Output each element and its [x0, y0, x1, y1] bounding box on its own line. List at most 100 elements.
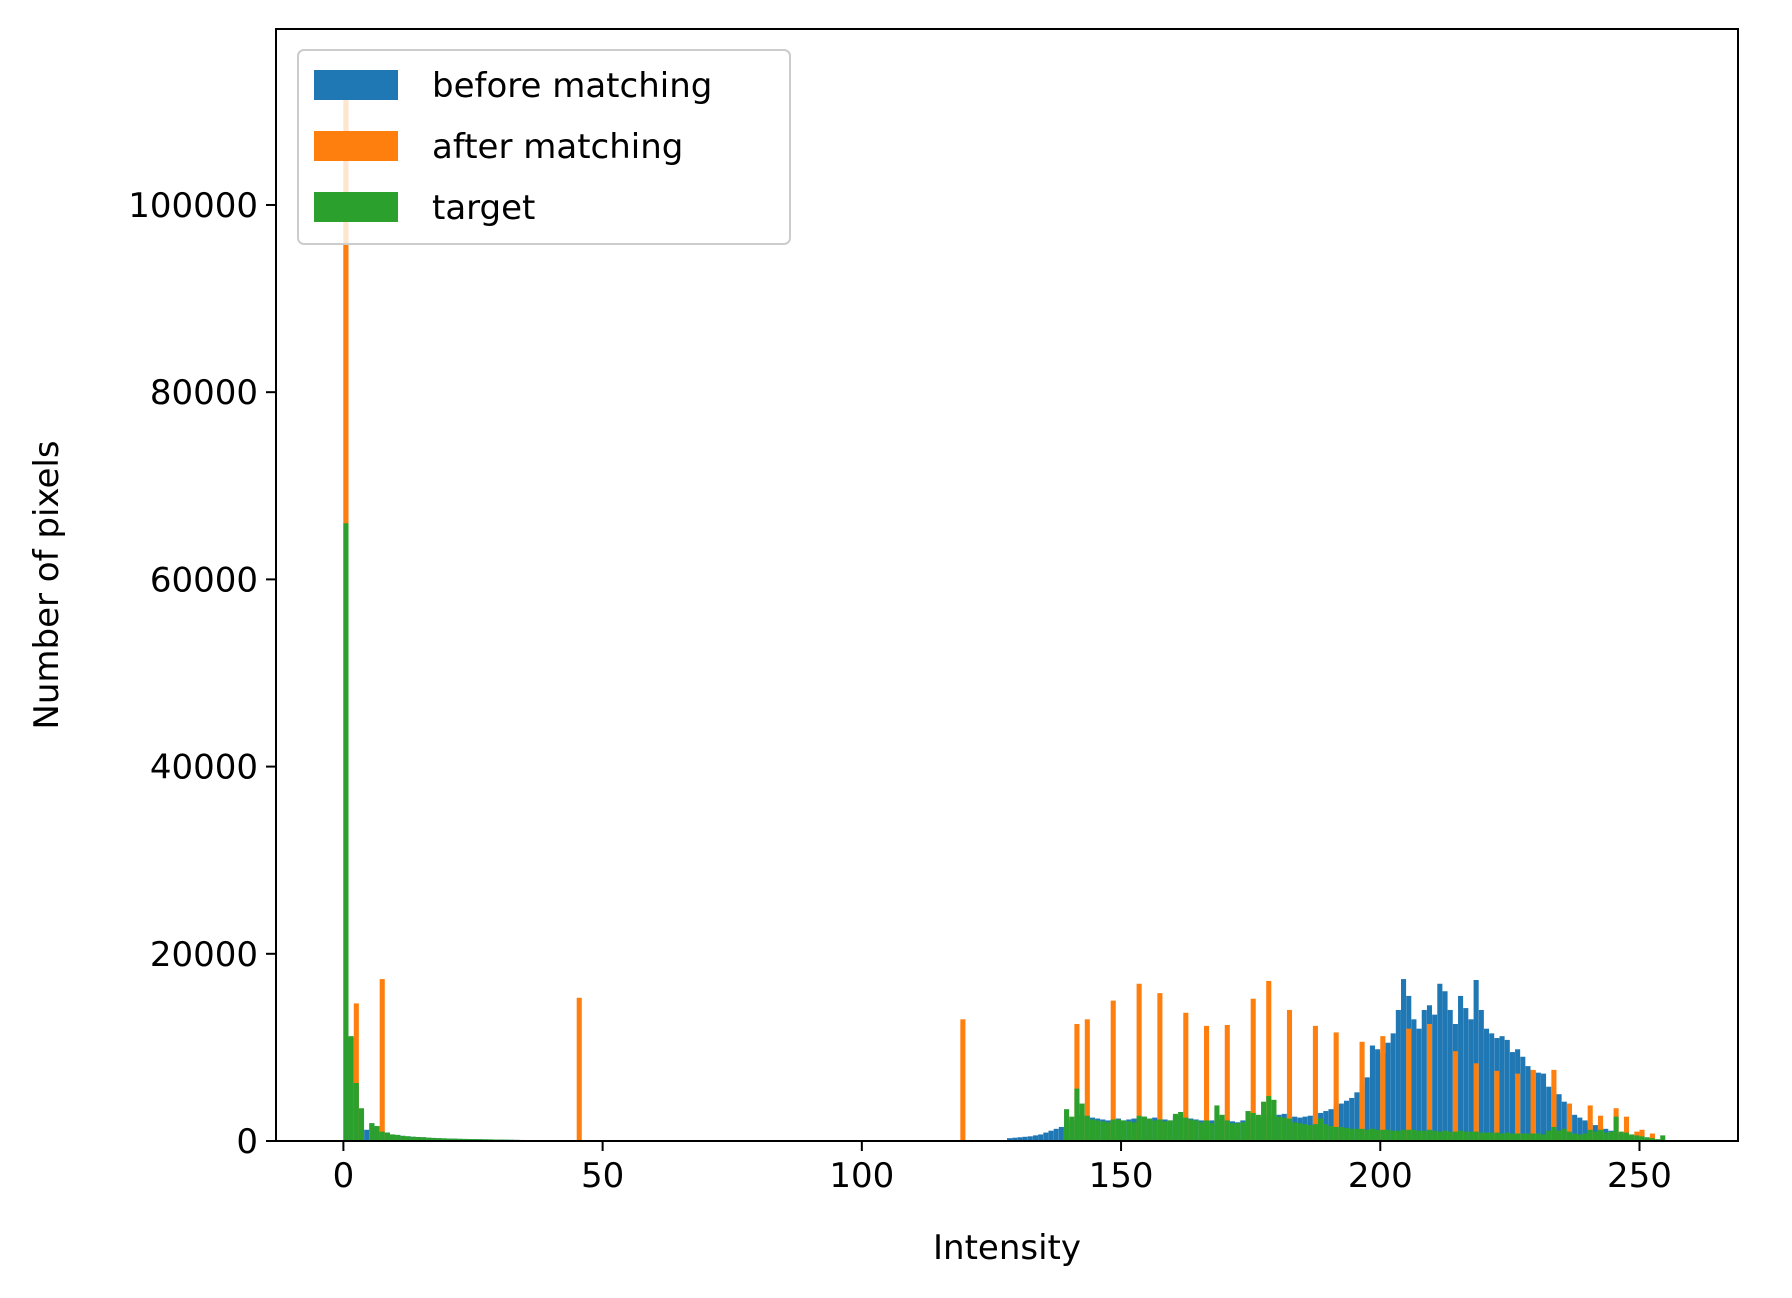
bar: [1157, 1119, 1163, 1141]
bar: [1349, 1128, 1355, 1141]
bar: [1634, 1135, 1640, 1141]
bar: [1406, 1028, 1412, 1141]
bar: [1582, 1120, 1588, 1141]
bar: [1100, 1121, 1106, 1141]
bar: [1354, 1128, 1360, 1141]
bar: [395, 1134, 401, 1141]
bar: [1551, 1126, 1557, 1141]
bar: [1598, 1115, 1604, 1141]
bar: [1546, 1130, 1552, 1141]
plot-frame: [275, 28, 1739, 1142]
bar: [1592, 1131, 1598, 1141]
bar: [1530, 1069, 1536, 1141]
bar: [1219, 1114, 1225, 1141]
bar: [1126, 1121, 1132, 1141]
bar: [1660, 1135, 1666, 1141]
y-axis-title: Number of pixels: [27, 440, 67, 729]
legend-swatch: [314, 131, 398, 161]
bar: [1375, 1049, 1381, 1141]
bar: [1136, 983, 1142, 1141]
bar: [1064, 1109, 1070, 1141]
bar: [1395, 1009, 1401, 1141]
bar: [1406, 1129, 1412, 1141]
bar: [1411, 1129, 1417, 1141]
bar: [1318, 1118, 1324, 1141]
bar: [1323, 1124, 1329, 1141]
bar: [1261, 1101, 1267, 1141]
bar: [1084, 1115, 1090, 1141]
bar: [1540, 1073, 1547, 1141]
bar: [1359, 1128, 1365, 1141]
bar: [1385, 1042, 1391, 1141]
bar: [1515, 1073, 1521, 1141]
bar: [1644, 1137, 1650, 1141]
bar: [441, 1138, 447, 1141]
bar: [1458, 1130, 1464, 1141]
bar: [1426, 1024, 1433, 1141]
bar: [1183, 1117, 1189, 1141]
legend-swatch: [314, 70, 398, 100]
bar: [348, 1036, 354, 1141]
bar: [1032, 1135, 1038, 1141]
bar: [1649, 1138, 1655, 1141]
bar: [426, 1137, 432, 1141]
legend: before matching after matching target: [297, 49, 791, 245]
bar: [1333, 1032, 1339, 1141]
x-tick-label: 200: [1348, 1156, 1413, 1196]
bar: [576, 997, 582, 1141]
bar: [1489, 1033, 1495, 1141]
bar: [1048, 1130, 1054, 1141]
legend-box: [297, 49, 791, 245]
bar: [1416, 1028, 1422, 1141]
bar: [1504, 1039, 1510, 1141]
bar: [1183, 1012, 1189, 1141]
bar: [1380, 1129, 1386, 1141]
bar: [1338, 1103, 1344, 1141]
bar: [1618, 1131, 1624, 1141]
bar: [1235, 1123, 1241, 1141]
bar: [1250, 1112, 1256, 1141]
bar: [410, 1136, 416, 1141]
bar: [1369, 1128, 1375, 1141]
bar: [1499, 1036, 1505, 1141]
bar: [1515, 1133, 1521, 1141]
bar: [1442, 1130, 1448, 1141]
bar: [1286, 1118, 1293, 1141]
bar: [1525, 1133, 1531, 1141]
bar: [1426, 1129, 1433, 1141]
bar: [1276, 1116, 1282, 1141]
bar: [1162, 1121, 1168, 1141]
bar: [1012, 1137, 1018, 1141]
bar: [1089, 1119, 1096, 1141]
bar: [1478, 1009, 1484, 1141]
bar: [1307, 1125, 1313, 1141]
bar: [1058, 1126, 1064, 1141]
y-tick-label: 80000: [150, 373, 258, 413]
y-tick-label: 100000: [128, 186, 258, 226]
bar: [1582, 1133, 1588, 1141]
bar: [1473, 1131, 1479, 1141]
bar: [1525, 1066, 1531, 1141]
bar: [1224, 1024, 1230, 1141]
bar: [462, 1138, 468, 1141]
bar: [1587, 1105, 1593, 1141]
bar: [1022, 1136, 1028, 1141]
bar: [1209, 1123, 1215, 1141]
bar: [1572, 1114, 1578, 1141]
bar: [1069, 1116, 1075, 1141]
bar: [1095, 1120, 1101, 1141]
x-tick-label: 150: [1089, 1156, 1154, 1196]
bar: [1437, 983, 1443, 1141]
bar: [1204, 1025, 1210, 1141]
bar: [1494, 1132, 1500, 1141]
bar: [1447, 1009, 1453, 1141]
bar: [1312, 1124, 1318, 1141]
bar: [405, 1136, 411, 1141]
bar: [1556, 1094, 1562, 1141]
bar: [1038, 1134, 1044, 1141]
y-tick-label: 0: [236, 1122, 258, 1162]
bar: [384, 1132, 390, 1141]
bar: [1198, 1122, 1204, 1141]
bar: [1214, 1105, 1220, 1141]
bar: [1110, 1000, 1116, 1141]
